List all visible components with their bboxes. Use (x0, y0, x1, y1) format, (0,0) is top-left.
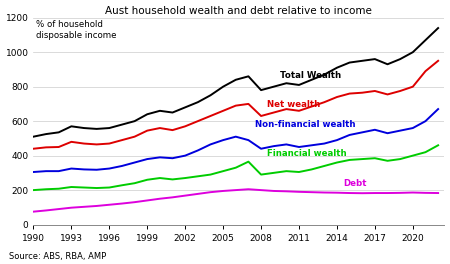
Title: Aust household wealth and debt relative to income: Aust household wealth and debt relative … (105, 6, 372, 16)
Text: Financial wealth: Financial wealth (267, 149, 347, 158)
Text: Non-financial wealth: Non-financial wealth (255, 120, 355, 129)
Text: Total Wealth: Total Wealth (280, 71, 341, 80)
Text: Source: ABS, RBA, AMP: Source: ABS, RBA, AMP (9, 252, 106, 261)
Text: % of household
disposable income: % of household disposable income (36, 20, 117, 40)
Text: Net wealth: Net wealth (267, 100, 321, 109)
Text: Debt: Debt (343, 179, 367, 188)
